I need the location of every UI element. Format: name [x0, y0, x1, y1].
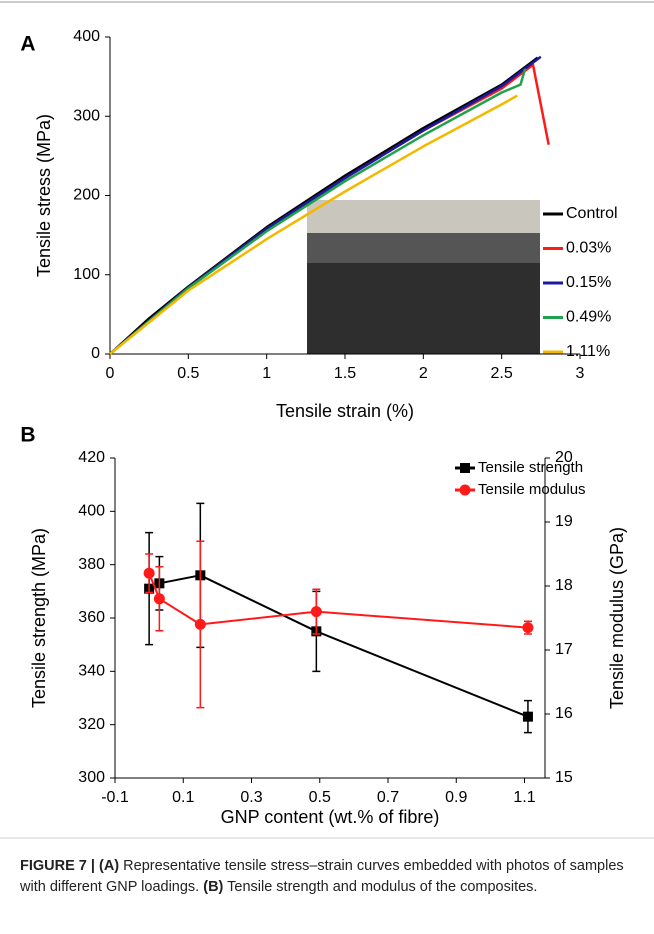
y-tick-label: 300 [73, 107, 100, 124]
series-line [109, 68, 527, 355]
y-tick-label: 200 [73, 187, 100, 204]
marker [153, 593, 165, 605]
y2-tick-label: 20 [555, 449, 573, 466]
figure: A 0 0.5 1 1.5 2 2.5 3 0 100 200 300 400 Tensile strai… [0, 1, 654, 839]
marker [522, 711, 533, 722]
y2-tick-label: 19 [555, 513, 573, 530]
x-tick-label: 2.5 [491, 365, 513, 382]
caption: FIGURE 7 | (A) Representative tensile st… [20, 856, 632, 898]
x-tick-label: -0.1 [101, 789, 129, 806]
x-tick-label: 0 [106, 365, 115, 382]
x-tick-label: 2 [419, 365, 428, 382]
legend-label: Control [566, 205, 618, 222]
x-tick-label: 1.1 [513, 789, 535, 806]
x-tick-label: 0.7 [377, 789, 399, 806]
legend-marker [459, 484, 471, 496]
series-line [109, 94, 518, 355]
marker [522, 622, 534, 634]
legend-label: Tensile modulus [478, 481, 586, 498]
y-tick-label: 400 [78, 503, 105, 520]
sample-photo [307, 200, 540, 354]
y2-tick-label: 15 [555, 769, 573, 786]
x-axis-label: Tensile strain (%) [276, 401, 414, 421]
marker [194, 618, 206, 630]
y-tick-label: 100 [73, 266, 100, 283]
y2-tick-label: 18 [555, 577, 573, 594]
y-tick-label: 300 [78, 769, 105, 786]
y-tick-label: 380 [78, 556, 105, 573]
y2-tick-label: 16 [555, 705, 573, 722]
y2-axis-label: Tensile modulus (GPa) [607, 527, 627, 709]
x-tick-label: 3 [576, 365, 585, 382]
caption-part: Representative tensile stress–strain cur… [20, 858, 624, 895]
legend-label: 1.11% [566, 343, 610, 360]
caption-part: (B) [203, 879, 224, 895]
y-tick-label: 320 [78, 716, 105, 733]
y-tick-label: 360 [78, 609, 105, 626]
caption-part: FIGURE 7 | (A) [20, 858, 120, 874]
panel-label: B [20, 424, 35, 447]
panel-label: A [20, 33, 35, 56]
x-tick-label: 0.9 [445, 789, 467, 806]
legend-label: Tensile strength [478, 459, 583, 476]
series-line [148, 574, 529, 718]
x-tick-label: 0.3 [240, 789, 262, 806]
y-tick-label: 0 [91, 345, 100, 362]
legend-label: 0.15% [566, 274, 611, 291]
legend-label: 0.03% [566, 240, 611, 257]
x-tick-label: 0.1 [172, 789, 194, 806]
caption-part: Tensile strength and modulus of the comp… [223, 879, 538, 895]
y-tick-label: 340 [78, 663, 105, 680]
y-axis-label: Tensile stress (MPa) [34, 114, 54, 277]
y-axis-label: Tensile strength (MPa) [29, 528, 49, 708]
marker [143, 567, 155, 579]
y-tick-label: 400 [73, 28, 100, 45]
x-tick-label: 1.5 [334, 365, 356, 382]
y-tick-label: 420 [78, 449, 105, 466]
series-line [148, 572, 528, 629]
x-tick-label: 0.5 [177, 365, 199, 382]
series-line [109, 56, 539, 355]
marker [310, 606, 322, 618]
x-tick-label: 0.5 [309, 789, 331, 806]
x-axis-label: GNP content (wt.% of fibre) [221, 807, 440, 827]
legend-marker [460, 463, 470, 473]
y2-tick-label: 17 [555, 641, 573, 658]
legend-label: 0.49% [566, 309, 611, 326]
x-tick-label: 1 [262, 365, 271, 382]
